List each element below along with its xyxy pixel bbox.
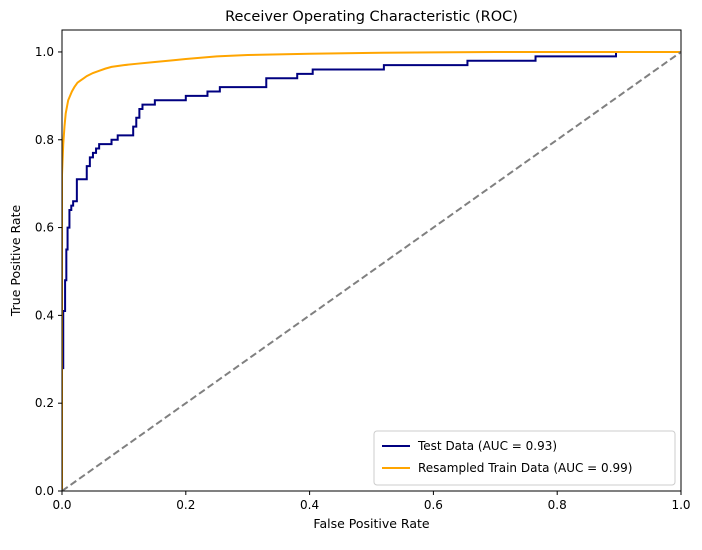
y-axis-label: True Positive Rate xyxy=(8,205,23,318)
x-tick-label: 0.8 xyxy=(548,498,567,512)
y-tick-label: 0.0 xyxy=(35,484,54,498)
legend-box xyxy=(373,430,676,486)
x-tick-label: 0.0 xyxy=(52,498,71,512)
series-line-test-data xyxy=(62,50,681,491)
chart-title: Receiver Operating Characteristic (ROC) xyxy=(225,9,518,25)
legend-label: Resampled Train Data (AUC = 0.99) xyxy=(418,461,632,475)
y-tick-label: 1.0 xyxy=(35,45,54,59)
x-tick-label: 0.2 xyxy=(176,498,195,512)
chance-diagonal-line xyxy=(62,51,681,491)
x-tick-label: 1.0 xyxy=(671,498,690,512)
plot-frame xyxy=(61,29,682,492)
y-tick-label: 0.2 xyxy=(35,396,54,410)
x-tick-label: 0.6 xyxy=(424,498,443,512)
legend: Test Data (AUC = 0.93) Resampled Train Da… xyxy=(373,430,676,486)
plot-series xyxy=(62,50,681,491)
y-tick-label: 0.6 xyxy=(35,221,54,235)
y-tick-label: 0.4 xyxy=(35,308,54,322)
x-axis-ticks: 0.0 0.2 0.4 0.6 0.8 1.0 xyxy=(52,491,691,512)
y-axis-ticks: 0.0 0.2 0.4 0.6 0.8 1.0 xyxy=(35,45,62,498)
series-line-resampled-train-data xyxy=(62,50,681,491)
legend-label: Test Data (AUC = 0.93) xyxy=(417,439,557,453)
x-tick-label: 0.4 xyxy=(300,498,319,512)
x-axis-label: False Positive Rate xyxy=(313,516,429,531)
y-tick-label: 0.8 xyxy=(35,133,54,147)
